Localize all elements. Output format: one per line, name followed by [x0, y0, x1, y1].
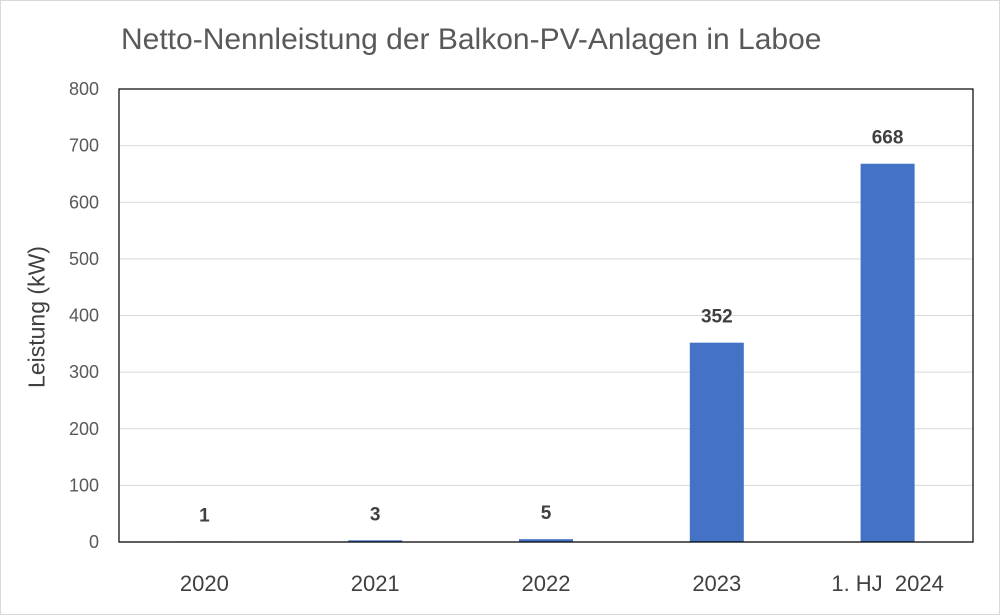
- data-label: 352: [701, 307, 733, 328]
- y-tick-label: 300: [69, 362, 99, 382]
- x-tick-label: 1. HJ 2024: [831, 571, 944, 596]
- x-tick-label: 2021: [351, 571, 400, 596]
- x-tick-label: 2023: [692, 571, 741, 596]
- chart-title: Netto-Nennleistung der Balkon-PV-Anlagen…: [121, 23, 822, 56]
- bar: [689, 342, 744, 542]
- y-tick-label: 400: [69, 306, 99, 326]
- bar: [519, 539, 573, 542]
- y-tick-label: 800: [69, 79, 99, 99]
- x-tick-label: 2020: [180, 571, 229, 596]
- plot-area-border: [118, 88, 974, 543]
- y-tick-label: 0: [89, 532, 99, 552]
- bar: [348, 540, 403, 542]
- y-tick-label: 100: [69, 475, 99, 495]
- y-tick-label: 600: [69, 192, 99, 212]
- x-tick-label: 2022: [522, 571, 571, 596]
- data-label: 5: [541, 503, 552, 524]
- data-label: 3: [370, 504, 381, 525]
- bar: [860, 163, 915, 542]
- y-tick-label: 200: [69, 419, 99, 439]
- y-tick-label: 500: [69, 249, 99, 269]
- data-label: 1: [199, 505, 210, 526]
- data-label: 668: [872, 128, 904, 149]
- y-tick-label: 700: [69, 136, 99, 156]
